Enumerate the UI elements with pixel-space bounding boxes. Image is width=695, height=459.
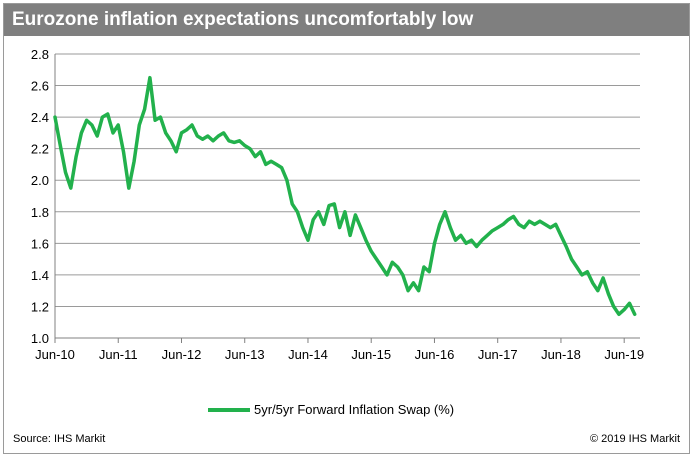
chart-frame: Eurozone inflation expectations uncomfor…	[3, 3, 690, 454]
y-tick-label: 2.4	[31, 110, 49, 125]
legend: 5yr/5yr Forward Inflation Swap (%)	[208, 402, 454, 420]
legend-label: 5yr/5yr Forward Inflation Swap (%)	[254, 402, 455, 417]
tick-labels: 1.0 1.2 1.4 1.6 1.8 2.0 2.2 2.4 2.6 2.8 Jun-10 Jun-…	[31, 47, 644, 362]
x-tick-label: Jun-14	[288, 347, 328, 362]
y-tick-label: 1.2	[31, 299, 49, 314]
y-tick-label: 1.0	[31, 331, 49, 346]
legend-swatch	[208, 407, 250, 412]
x-tick-label: Jun-11	[99, 347, 138, 362]
x-tick-label: Jun-10	[35, 347, 75, 362]
title-bar: Eurozone inflation expectations uncomfor…	[4, 4, 689, 36]
series-layer	[53, 75, 637, 317]
y-tick-label: 2.8	[31, 47, 49, 62]
line-chart: 1.0 1.2 1.4 1.6 1.8 2.0 2.2 2.4 2.6 2.8 Jun-10 Jun-…	[31, 47, 644, 362]
y-tick-label: 1.6	[31, 236, 49, 251]
chart-title: Eurozone inflation expectations uncomfor…	[12, 9, 474, 30]
x-tick-label: Jun-16	[415, 347, 455, 362]
source-note: Source: IHS Markit	[13, 433, 106, 445]
x-tick-label: Jun-18	[541, 347, 581, 362]
series-line-0	[53, 75, 637, 317]
x-tick-label: Jun-12	[162, 347, 202, 362]
x-tick-label: Jun-17	[478, 347, 518, 362]
grid	[55, 53, 640, 339]
y-tick-label: 1.8	[31, 205, 49, 220]
x-tick-label: Jun-15	[351, 347, 391, 362]
axes	[54, 54, 640, 343]
x-tick-label: Jun-19	[604, 347, 644, 362]
copyright-note: © 2019 IHS Markit	[589, 433, 680, 445]
y-tick-label: 2.2	[31, 142, 49, 157]
y-tick-label: 2.6	[31, 79, 49, 94]
y-tick-label: 1.4	[31, 268, 49, 283]
y-tick-label: 2.0	[31, 173, 49, 188]
x-tick-label: Jun-13	[225, 347, 265, 362]
